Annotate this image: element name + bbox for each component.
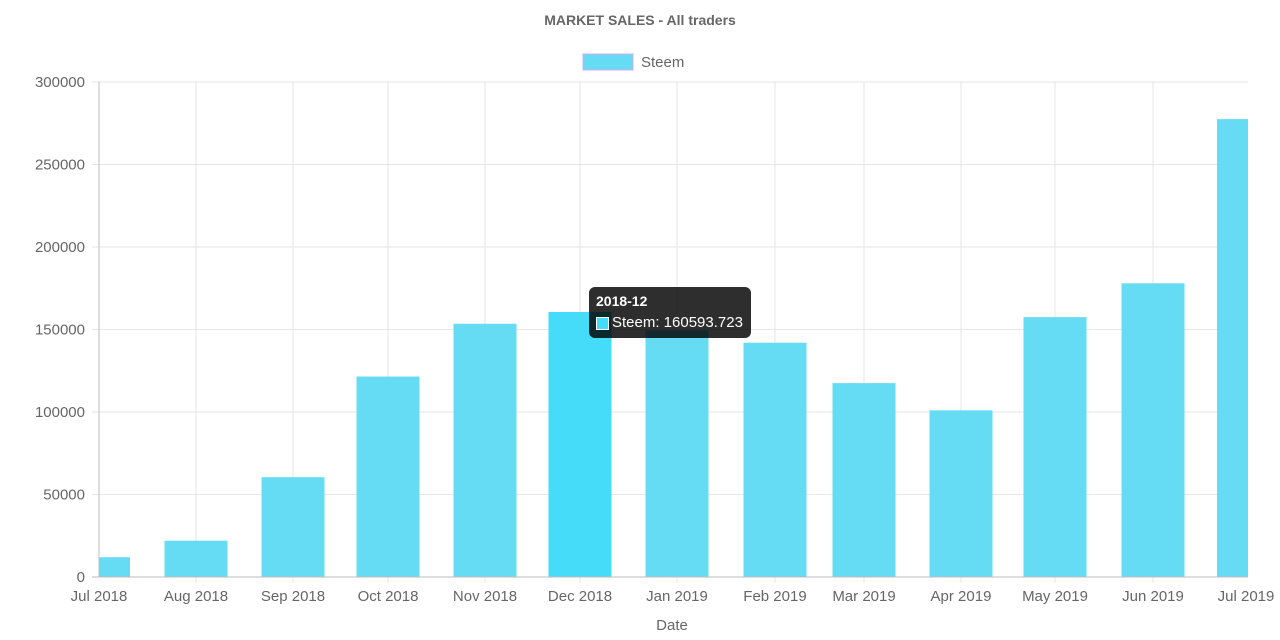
y-tick-label: 150000 [35, 322, 85, 339]
y-tick-label: 200000 [35, 239, 85, 256]
bar[interactable] [356, 376, 420, 577]
x-tick-label: Aug 2018 [164, 588, 228, 605]
chart-title: MARKET SALES - All traders [544, 12, 736, 28]
x-tick-label: Jun 2019 [1122, 588, 1184, 605]
bar[interactable] [1121, 283, 1185, 577]
tick-labels: 0 50000 100000 150000 200000 250000 300000 Jul … [35, 74, 1274, 605]
y-tick-label: 100000 [35, 404, 85, 421]
x-tick-label: Nov 2018 [453, 588, 517, 605]
bars [99, 119, 1248, 577]
legend-label-steem[interactable]: Steem [641, 54, 684, 71]
x-tick-label: Dec 2018 [548, 588, 612, 605]
tooltip-value: Steem: 160593.723 [612, 314, 743, 331]
bar[interactable] [164, 540, 228, 577]
x-tick-label: May 2019 [1022, 588, 1088, 605]
bar[interactable] [99, 557, 130, 577]
x-tick-label: Apr 2019 [931, 588, 992, 605]
bar[interactable] [453, 323, 517, 577]
legend-swatch-steem[interactable] [582, 53, 634, 71]
x-tick-label: Jul 2019 [1218, 588, 1275, 605]
y-tick-label: 300000 [35, 74, 85, 91]
tooltip-body-row: Steem: 160593.723 [596, 313, 744, 333]
x-tick-label: Sep 2018 [261, 588, 325, 605]
x-tick-label: Oct 2018 [358, 588, 419, 605]
y-tick-label: 250000 [35, 157, 85, 174]
bar[interactable] [645, 330, 709, 577]
legend[interactable]: Steem [582, 53, 684, 71]
bar-tooltip: 2018-12 Steem: 160593.723 [589, 287, 751, 338]
bar[interactable] [1217, 119, 1248, 577]
y-tick-label: 50000 [43, 487, 85, 504]
x-tick-label: Jul 2018 [71, 588, 128, 605]
bar[interactable] [929, 410, 993, 577]
bar[interactable] [1023, 317, 1087, 577]
tooltip-swatch [596, 316, 609, 330]
y-tick-label: 0 [77, 569, 85, 586]
bar[interactable] [832, 383, 896, 577]
x-tick-label: Jan 2019 [646, 588, 708, 605]
bar[interactable] [548, 312, 612, 577]
axes [92, 82, 1248, 578]
x-tick-label: Mar 2019 [832, 588, 895, 605]
bar[interactable] [743, 342, 807, 577]
x-tick-label: Feb 2019 [743, 588, 806, 605]
x-axis-title: Date [656, 617, 688, 634]
tooltip-title: 2018-12 [596, 293, 648, 309]
bar[interactable] [261, 477, 325, 577]
